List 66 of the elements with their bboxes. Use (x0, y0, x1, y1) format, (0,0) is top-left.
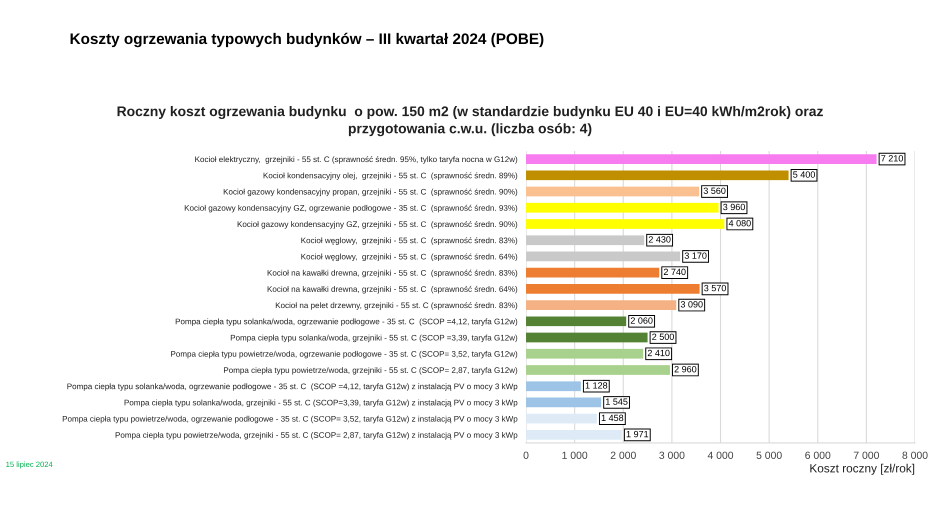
y-tick-label: Kocioł kondensacyjny olej, grzejniki - 55 st. C (sprawność średn. 89%) (264, 172, 518, 180)
data-label: 3 560 (704, 188, 726, 194)
y-tick-label: Kocioł na pelet drzewny, grzejniki - 55 st. C (sprawność średn. 83%) (276, 302, 518, 310)
bar (526, 268, 660, 278)
x-tick-label: 1 000 (562, 452, 588, 459)
x-axis-title: Koszt roczny [zł/rok] (810, 464, 914, 475)
bar (526, 300, 676, 310)
y-tick-label: Pompa ciepła typu solanka/woda, ogrzewanie podłogowe - 35 st. C (SCOP =4,12, taryfa G12w) z instalacją PV o mocy 3 kWp (67, 383, 518, 391)
y-tick-label: Kocioł węglowy, grzejniki - 55 st. C (sprawność średn. 83%) (301, 237, 518, 245)
x-tick-label: 5 000 (756, 452, 782, 459)
data-label: 1 458 (602, 414, 624, 422)
data-label: 1 128 (586, 382, 608, 389)
text: Koszty ogrzewania typowych budynków – III kwartał 2024 (POBE) (70, 32, 544, 48)
x-tick-label: 3 000 (659, 452, 685, 459)
y-tick-label: Pompa ciepła typu powietrze/woda, grzejniki - 55 st. C (SCOP= 2,87, taryfa G12w) z instalacją PV o mocy 3 kWp (116, 432, 518, 440)
chart-subtitle: Roczny koszt ogrzewania budynku o pow. 150 m2 (w standardzie budynku EU 40 i EU=40 kWh/m2rok) oraz przygotowania c.w.u. (liczba osób: 4) (118, 106, 823, 136)
y-tick-label: Kocioł węglowy, grzejniki - 55 st. C (sprawność średn. 64%) (301, 253, 518, 262)
x-tick-label: 4 000 (708, 452, 734, 459)
data-label: 1 971 (626, 430, 648, 438)
data-label: 3 170 (684, 252, 707, 259)
bar (526, 186, 700, 196)
data-label: 2 960 (674, 366, 696, 372)
x-tick-label: 8 000 (902, 452, 928, 459)
x-tick-label: 0 (524, 452, 529, 459)
bar (526, 365, 670, 375)
data-label: 1 545 (606, 398, 628, 405)
bar (526, 284, 700, 294)
y-tick-label: Pompa ciepła typu powietrze/woda, grzejniki - 55 st. C (SCOP= 2,87, taryfa G12w) (224, 367, 518, 375)
bar (526, 332, 648, 342)
y-tick-label: Pompa ciepła typu solanka/woda, grzejniki - 55 st. C (SCOP =3,39, taryfa G12w) (230, 334, 518, 342)
data-label: 2 060 (630, 317, 653, 324)
y-tick-label: Pompa ciepła typu solanka/woda, ogrzewanie podłogowe - 35 st. C (SCOP =4,12, taryfa G12w) (176, 318, 518, 326)
x-tick-label: 2 000 (610, 452, 636, 459)
bar (526, 154, 877, 164)
y-tick-label: Pompa ciepła typu powietrze/woda, ogrzewanie podłogowe - 35 st. C (SCOP= 3,52, taryfa G12w) z instalacją PV o mocy 3 kWp (62, 416, 518, 424)
data-label: 3 090 (680, 301, 703, 308)
data-label: 7 210 (881, 155, 903, 162)
y-tick-label: Pompa ciepła typu solanka/woda, grzejniki - 55 st. C (SCOP=3,39, taryfa G12w) z instalacją PV o mocy 3 kWp (124, 400, 518, 408)
x-tick-label: 7 000 (854, 452, 879, 459)
x-tick-label: 6 000 (805, 452, 830, 459)
bar (526, 235, 644, 246)
data-label: 2 500 (652, 334, 674, 340)
y-tick-label: Kocioł na kawałki drewna, grzejniki - 55 st. C (sprawność średn. 64%) (268, 286, 518, 294)
y-tick-label: Kocioł gazowy kondensacyjny propan, grzejniki - 55 st. C (sprawność średn. 90%) (224, 188, 518, 196)
bar (526, 202, 719, 213)
y-tick-label: Pompa ciepła typu powietrze/woda, ogrzewanie podłogowe - 35 st. C (SCOP= 3,52, taryfa G12w) (171, 350, 518, 358)
y-tick-label: Kocioł gazowy kondensacyjny GZ, grzejniki - 55 st. C (sprawność średn. 90%) (238, 221, 518, 229)
bar (526, 316, 626, 326)
data-label: 2 430 (648, 236, 671, 243)
data-label: 4 080 (728, 220, 751, 226)
y-tick-label: Kocioł elektryczny, grzejniki - 55 st. C (sprawność średn. 95%, tylko taryfa nocna w G12w) (195, 156, 518, 164)
data-label: 2 410 (648, 350, 670, 356)
data-label: 2 740 (664, 268, 686, 276)
bar (526, 252, 680, 262)
data-label: 3 960 (723, 204, 745, 210)
y-tick-label: Kocioł gazowy kondensacyjny GZ, ogrzewanie podłogowe - 35 st. C (sprawność średn. 93%) (184, 204, 518, 212)
bar (526, 219, 724, 229)
bar (526, 430, 622, 440)
bar (526, 381, 581, 392)
y-tick-label: Kocioł na kawałki drewna, grzejniki - 55 st. C (sprawność średn. 83%) (268, 270, 518, 278)
bar (526, 348, 644, 359)
bar (526, 414, 597, 424)
bar (526, 170, 789, 180)
data-label: 3 570 (704, 284, 726, 292)
data-label: 5 400 (793, 171, 815, 178)
bar (526, 398, 602, 408)
